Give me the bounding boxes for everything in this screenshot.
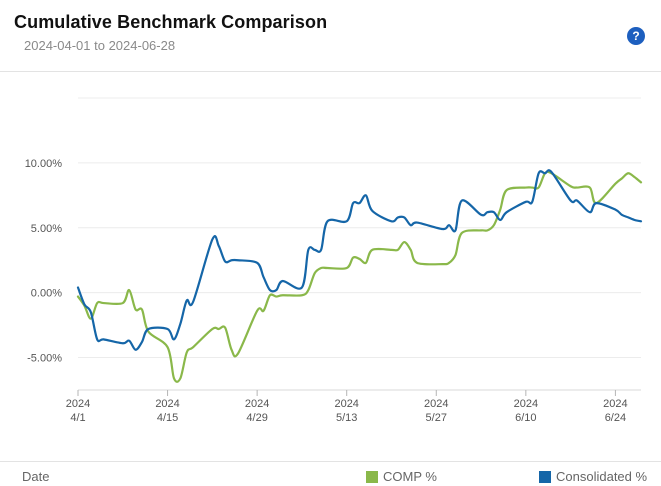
line-chart: -5.00% 0.00% 5.00% 10.00% 2024 4/1 2024 4/15 202… [25,97,643,424]
y-tick-label-0: -5.00% [27,353,62,365]
x-tick-date-4: 5/27 [426,412,447,424]
date-range-subtitle: 2024-04-01 to 2024-06-28 [24,38,176,53]
x-tick-date-0: 4/1 [70,412,85,424]
legend-item-comp[interactable]: COMP % [366,469,437,484]
y-tick-label-2: 5.00% [31,223,62,235]
legend-label-consolidated: Consolidated % [556,469,648,484]
legend-swatch-comp [366,470,378,483]
y-tick-label-3: 10.00% [25,158,63,170]
x-tick-year-4: 2024 [424,398,448,410]
x-tick-year-5: 2024 [514,398,538,410]
legend-label-comp: COMP % [383,469,437,484]
chart-header: Cumulative Benchmark Comparison 2024-04-… [0,0,661,72]
chart-footer: Date COMP % Consolidated % [0,461,661,486]
x-axis-name: Date [22,469,50,484]
x-tick-date-2: 4/29 [246,412,267,424]
x-tick-year-3: 2024 [334,398,358,410]
series-line-consolidated [76,169,643,351]
x-tick-year-2: 2024 [245,398,269,410]
help-icon[interactable]: ? [627,27,645,45]
y-tick-label-1: 0.00% [31,288,62,300]
chart-title: Cumulative Benchmark Comparison [14,12,328,32]
legend-swatch-consolidated [539,470,551,483]
series-line-comp [76,170,643,383]
x-tick-year-0: 2024 [66,398,90,410]
x-tick-year-6: 2024 [603,398,627,410]
legend-item-consolidated[interactable]: Consolidated % [539,469,647,484]
x-tick-date-3: 5/13 [336,412,357,424]
x-tick-date-1: 4/15 [157,412,178,424]
x-tick-date-5: 6/10 [515,412,536,424]
x-tick-year-1: 2024 [155,398,179,410]
x-tick-date-6: 6/24 [605,412,626,424]
